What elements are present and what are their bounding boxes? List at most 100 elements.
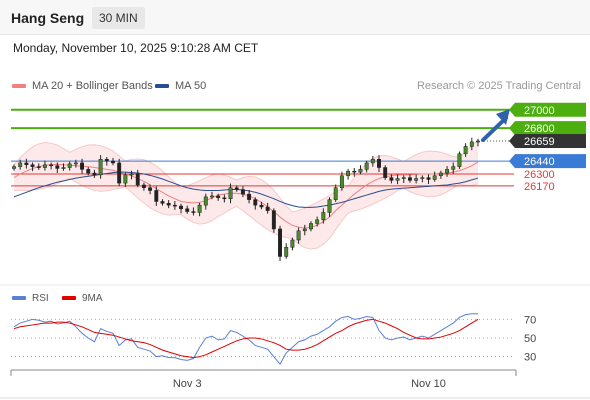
candle-body xyxy=(469,141,474,147)
rsi-tick-50: 50 xyxy=(524,333,536,345)
candle-body xyxy=(401,177,406,179)
candle-body xyxy=(203,196,208,206)
x-axis: Nov 3 Nov 10 xyxy=(0,369,590,399)
level-pointer-26440 xyxy=(509,154,515,169)
candle-body xyxy=(148,187,153,191)
candle-body xyxy=(240,189,245,195)
rsi-ma9-line xyxy=(13,318,479,359)
candle-body xyxy=(80,162,85,170)
candle-body xyxy=(395,178,400,181)
ma9-label: 9MA xyxy=(82,293,103,304)
candle-body xyxy=(370,159,375,164)
candle-body xyxy=(296,230,301,241)
instrument-title: Hang Seng xyxy=(11,10,85,26)
level-label-26659: 26659 xyxy=(524,136,555,148)
candle-body xyxy=(278,228,282,257)
rsi-panel: 70 50 30 xyxy=(11,313,536,366)
candle-body xyxy=(327,199,332,213)
candle-body xyxy=(92,172,97,176)
ma50-label: MA 50 xyxy=(175,80,207,92)
candle-body xyxy=(55,165,60,169)
candle-body xyxy=(383,167,388,178)
level-pointer-27000 xyxy=(509,102,515,117)
candle-body xyxy=(302,228,307,232)
candle-body xyxy=(73,162,78,165)
level-box-26800 xyxy=(515,121,586,136)
candle-body xyxy=(247,193,252,200)
level-box-27000 xyxy=(515,102,586,117)
candle-body xyxy=(24,162,29,166)
candle-body xyxy=(30,164,35,167)
candle-body xyxy=(284,247,289,257)
level-pointer-26659 xyxy=(509,134,515,149)
candle-body xyxy=(414,178,419,181)
copyright: Research © 2025 Trading Central xyxy=(416,80,581,92)
candle-body xyxy=(321,212,326,221)
x-tick-label: Nov 3 xyxy=(173,378,202,390)
candle-body xyxy=(339,175,344,188)
datetime-stamp: Monday, November 10, 2025 9:10:28 AM CET xyxy=(13,41,259,55)
candle-body xyxy=(61,167,66,169)
level-label-26170: 26170 xyxy=(524,181,555,193)
candle-body xyxy=(104,159,109,162)
level-box-26659 xyxy=(515,134,586,149)
rsi-tick-30: 30 xyxy=(524,352,536,364)
legend-rsi: RSI xyxy=(12,293,49,304)
ma20-line xyxy=(13,161,479,229)
candle-body xyxy=(166,203,171,206)
candle-body xyxy=(333,187,338,200)
candle-body xyxy=(290,239,295,248)
candlesticks xyxy=(12,137,480,261)
ma50-swatch xyxy=(155,84,169,89)
candle-body xyxy=(352,170,357,173)
candle-body xyxy=(358,169,363,173)
candle-body xyxy=(42,164,47,168)
ma20-swatch xyxy=(12,84,26,89)
candle-body xyxy=(185,208,190,212)
legend-ma20: MA 20 + Bollinger Bands xyxy=(12,80,153,92)
candle-body xyxy=(135,173,140,186)
candle-body xyxy=(67,163,72,168)
bollinger-upper xyxy=(13,139,479,213)
candle-body xyxy=(86,169,91,174)
legend-ma50: MA 50 xyxy=(155,80,206,92)
ma50-line xyxy=(13,171,479,208)
level-label-26800: 26800 xyxy=(524,123,555,135)
candle-body xyxy=(315,219,320,224)
moving-averages xyxy=(13,161,479,229)
candle-body xyxy=(98,159,103,176)
candle-body xyxy=(197,204,202,213)
candle-body xyxy=(210,195,214,198)
level-pointer-26800 xyxy=(509,121,515,136)
candle-body xyxy=(420,177,425,179)
legend-ma9: 9MA xyxy=(62,293,103,304)
level-label-26440: 26440 xyxy=(524,156,555,168)
candle-body xyxy=(389,177,394,181)
candle-body xyxy=(172,204,177,207)
level-label-27000: 27000 xyxy=(524,105,555,117)
arrow-shaft xyxy=(481,115,508,143)
candle-body xyxy=(476,140,480,143)
candle-body xyxy=(123,174,128,184)
candle-body xyxy=(364,162,369,170)
candle-body xyxy=(463,146,468,155)
arrow-head xyxy=(496,108,510,125)
candle-body xyxy=(111,160,115,164)
candle-body xyxy=(445,169,450,174)
rsi-label: RSI xyxy=(32,293,49,304)
candle-body xyxy=(451,166,456,170)
rsi-tick-70: 70 xyxy=(524,314,536,326)
candle-body xyxy=(141,184,146,188)
level-label-26300: 26300 xyxy=(524,169,555,181)
candle-body xyxy=(377,159,381,168)
rsi-swatch xyxy=(12,296,26,301)
candle-body xyxy=(129,173,134,176)
level-box-26440 xyxy=(515,154,586,169)
candle-body xyxy=(191,211,196,213)
candle-body xyxy=(49,164,54,167)
candle-body xyxy=(18,162,23,167)
candle-body xyxy=(154,190,159,202)
timeframe-badge[interactable]: 30 MIN xyxy=(92,7,145,29)
